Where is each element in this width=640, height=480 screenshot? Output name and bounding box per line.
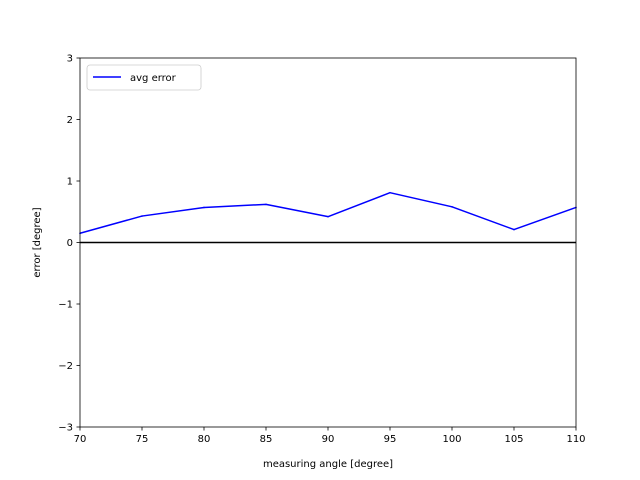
legend: avg error — [86, 64, 202, 91]
x-tick-label: 110 — [566, 434, 585, 445]
data-point — [389, 191, 391, 194]
x-tick-label: 95 — [384, 434, 397, 445]
series-layer — [79, 191, 577, 235]
x-tick-label: 80 — [198, 434, 211, 445]
y-tick-label: 0 — [67, 238, 73, 249]
y-tick-label: 3 — [67, 54, 73, 65]
data-point — [141, 215, 143, 217]
y-tick-label: 2 — [67, 115, 73, 126]
data-point — [513, 228, 515, 231]
y-tick-label: −2 — [58, 361, 73, 372]
x-tick-label: 90 — [322, 434, 335, 445]
data-point — [203, 206, 205, 209]
legend-label-avg-error: avg error — [130, 73, 177, 84]
x-tick-label: 70 — [74, 434, 87, 445]
x-tick-label: 105 — [504, 434, 523, 445]
data-point — [451, 206, 453, 208]
x-axis-label: measuring angle [degree] — [263, 459, 393, 470]
x-tick-label: 85 — [260, 434, 273, 445]
y-tick-label: −1 — [58, 300, 73, 311]
x-tick-label: 75 — [136, 434, 149, 445]
data-point — [327, 215, 329, 218]
x-tick-label: 100 — [442, 434, 461, 445]
y-tick-label: −3 — [58, 423, 73, 434]
x-ticks: 70 75 80 85 90 95 100 105 110 — [74, 427, 586, 445]
y-axis-label: error [degree] — [32, 207, 43, 277]
data-point — [265, 203, 267, 206]
y-tick-label: 1 — [67, 177, 73, 188]
y-ticks: −3 −2 −1 0 1 2 3 — [58, 54, 80, 434]
legend-box — [86, 64, 202, 91]
